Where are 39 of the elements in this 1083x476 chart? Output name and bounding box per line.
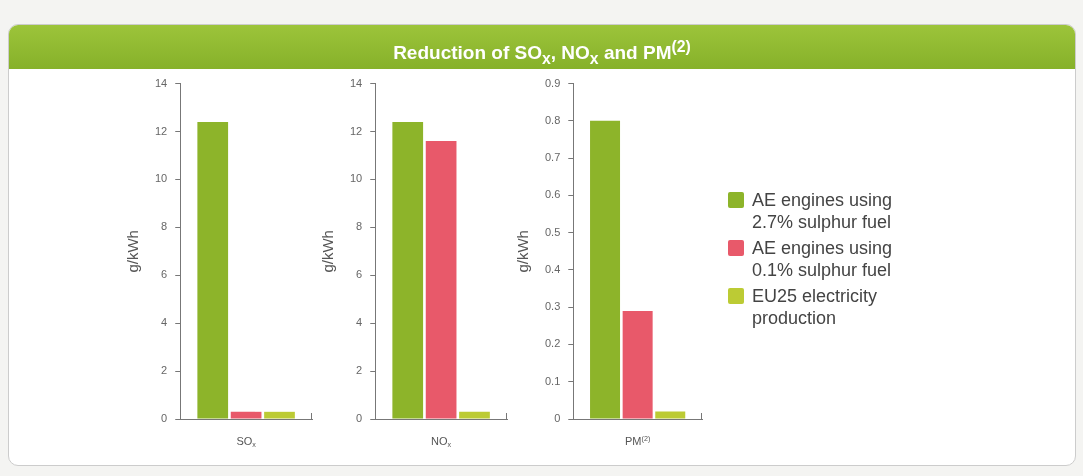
- bar: [425, 141, 457, 419]
- y-axis-title: g/kWh: [319, 230, 337, 273]
- bar: [622, 310, 653, 419]
- y-tick-label: 0.6: [544, 188, 561, 201]
- y-tick-label: 14: [349, 76, 363, 89]
- y-tick-label: 4: [161, 316, 168, 329]
- y-tick-label: 4: [356, 316, 363, 329]
- y-tick-label: 10: [154, 172, 168, 185]
- y-tick-label: 0: [161, 412, 168, 425]
- y-axis-title: g/kWh: [514, 230, 532, 273]
- y-tick-label: 0.8: [544, 113, 561, 126]
- text: Reduction of SO$_{x}$, NO$_{x}$ and PM$^{(2)}$: [9, 25, 1075, 69]
- y-tick-label: 8: [356, 220, 363, 233]
- y-tick-label: 0: [356, 412, 363, 425]
- y-tick-label: 8: [161, 220, 168, 233]
- y-tick-label: 0.9: [544, 76, 561, 89]
- bar: [392, 121, 424, 419]
- y-tick-label: 6: [161, 268, 168, 281]
- y-tick-label: 2: [161, 364, 168, 377]
- y-tick-label: 0.7: [544, 151, 561, 164]
- bar: [590, 120, 621, 419]
- legend-label: EU25 electricity production: [752, 285, 879, 329]
- legend-label: AE engines using 2.7% sulphur fuel: [752, 189, 894, 233]
- y-tick-label: 6: [356, 268, 363, 281]
- bar: [655, 411, 686, 419]
- y-tick-label: 0.1: [544, 374, 561, 387]
- y-tick-label: 2: [356, 364, 363, 377]
- y-tick-label: 0.5: [544, 225, 561, 238]
- y-tick-label: 0.3: [544, 300, 561, 313]
- y-tick-label: 0: [554, 412, 561, 425]
- y-tick-label: 12: [154, 124, 168, 137]
- y-axis-title: g/kWh: [124, 230, 142, 273]
- y-tick-label: 14: [154, 76, 168, 89]
- y-tick-label: 0.2: [544, 337, 561, 350]
- y-tick-label: 0.4: [544, 262, 561, 275]
- y-tick-label: 10: [349, 172, 363, 185]
- bar: [459, 411, 490, 419]
- legend-label: AE engines using 0.1% sulphur fuel: [752, 237, 894, 281]
- y-tick-label: 12: [349, 124, 363, 137]
